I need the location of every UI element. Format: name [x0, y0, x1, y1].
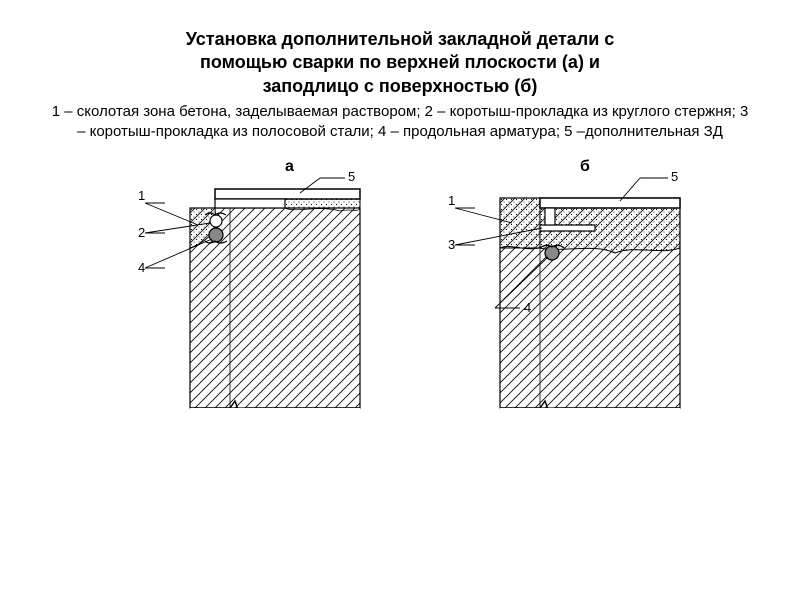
title-line-1: Установка дополнительной закладной детал… — [186, 29, 615, 49]
callout-b-3: 3 — [448, 237, 455, 252]
title-line-2: помощью сварки по верхней плоскости (а) … — [200, 52, 600, 72]
title-line-3: заподлицо с поверхностью (б) — [263, 76, 538, 96]
callout-b-4: 4 — [524, 300, 531, 315]
callout-a-1: 1 — [138, 188, 145, 203]
callout-a-4: 4 — [138, 260, 145, 275]
diagram-b: 1 3 4 5 — [440, 153, 700, 453]
callout-a-2: 2 — [138, 225, 145, 240]
callout-b-5: 5 — [671, 169, 678, 184]
legend-text: 1 – сколотая зона бетона, заделываемая р… — [0, 102, 800, 153]
page-title: Установка дополнительной закладной детал… — [0, 0, 800, 102]
callout-b-1: 1 — [448, 193, 455, 208]
diagram-a: 1 2 4 5 — [120, 153, 380, 453]
diagrams-area: а б — [0, 153, 800, 513]
callout-a-5: 5 — [348, 169, 355, 184]
